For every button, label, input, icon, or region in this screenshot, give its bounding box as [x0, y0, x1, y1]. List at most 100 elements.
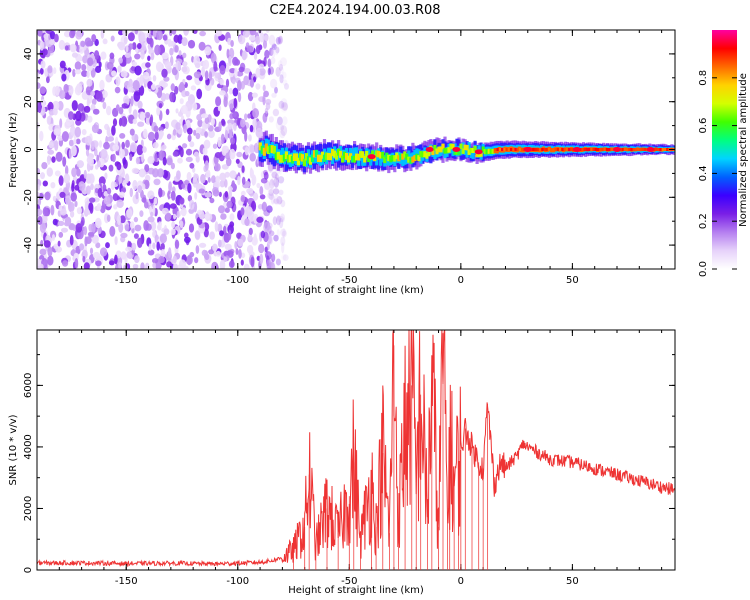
noise-blob [238, 35, 246, 45]
noise-blob [203, 139, 211, 149]
noise-blob [52, 218, 58, 226]
noise-blob [179, 81, 185, 92]
noise-blob [169, 47, 174, 56]
signal-core-cell [661, 148, 665, 151]
noise-blob [219, 259, 226, 269]
noise-blob [123, 264, 127, 269]
noise-blob [68, 201, 75, 213]
noise-blob [46, 167, 53, 177]
noise-blob [141, 197, 147, 203]
noise-blob [89, 203, 94, 214]
noise-blob [84, 236, 88, 247]
noise-blob [64, 30, 71, 38]
signal-band-cell [262, 147, 266, 156]
noise-blob [132, 179, 138, 191]
signal-core-cell [608, 148, 612, 151]
signal-band-cell [469, 148, 473, 158]
noise-blob [74, 258, 79, 269]
noise-blob [70, 125, 76, 136]
noise-blob [179, 197, 185, 205]
noise-blob [42, 48, 48, 56]
noise-blob [198, 188, 205, 194]
noise-blob [149, 38, 154, 48]
colorbar-tick-label: 0.4 [698, 165, 709, 181]
noise-blob [186, 75, 193, 81]
noise-blob [184, 232, 189, 239]
noise-blob [136, 144, 144, 156]
noise-blob [255, 127, 263, 138]
noise-blob [224, 243, 232, 250]
noise-blob [75, 118, 82, 126]
noise-blob [37, 208, 43, 216]
noise-blob [86, 97, 90, 108]
noise-blob [83, 105, 91, 113]
noise-blob [118, 175, 123, 184]
noise-blob [169, 30, 173, 37]
noise-blob [161, 207, 169, 215]
noise-blob [152, 230, 156, 238]
signal-band-cell [337, 148, 341, 156]
noise-blob [229, 170, 237, 179]
noise-blob [94, 148, 98, 157]
signal-band-cell [375, 150, 379, 157]
noise-blob [217, 223, 223, 233]
spectrogram-y-label: Frequency (Hz) [8, 112, 19, 188]
noise-blob [278, 189, 284, 196]
noise-blob [208, 249, 215, 255]
noise-blob [241, 165, 245, 173]
noise-blob [225, 78, 230, 88]
x-tick-label: 50 [566, 576, 579, 587]
noise-blob [107, 187, 112, 195]
noise-blob [185, 156, 193, 163]
signal-core-cell [514, 148, 518, 151]
noise-blob [249, 35, 256, 41]
signal-core-cell [603, 148, 607, 151]
noise-blob [194, 62, 201, 69]
noise-blob [95, 217, 102, 229]
signal-core-cell [585, 148, 589, 151]
noise-blob [275, 36, 281, 45]
noise-blob [244, 113, 248, 121]
noise-blob [227, 122, 233, 130]
noise-blob [164, 121, 169, 130]
noise-blob [86, 78, 93, 87]
noise-blob [240, 190, 246, 197]
signal-band-cell [385, 152, 389, 159]
signal-band-cell [431, 149, 435, 156]
noise-blob [81, 64, 87, 71]
noise-blob [51, 234, 56, 241]
signal-core-cell [599, 148, 603, 151]
signal-core-cell [494, 148, 498, 151]
signal-core-cell [545, 148, 549, 151]
y-tick-label: 6000 [23, 373, 34, 398]
signal-band-cell [415, 153, 419, 160]
noise-blob [244, 218, 250, 227]
noise-blob [180, 207, 187, 217]
noise-blob [106, 126, 111, 137]
noise-blob [118, 57, 123, 64]
signal-band-cell [455, 138, 459, 154]
noise-blob [63, 83, 69, 94]
noise-blob [112, 193, 119, 202]
noise-blob [37, 191, 40, 198]
noise-blob [160, 82, 168, 88]
noise-blob [207, 177, 211, 183]
signal-core-cell [663, 148, 667, 151]
signal-band-cell [481, 147, 485, 161]
signal-core-cell [554, 148, 558, 151]
noise-blob [87, 115, 93, 123]
noise-blob [182, 143, 188, 149]
noise-blob [72, 68, 76, 78]
hotspot [646, 147, 655, 152]
noise-blob [98, 61, 102, 68]
signal-core-cell [550, 148, 554, 151]
noise-blob [139, 111, 146, 122]
noise-blob [86, 70, 90, 78]
noise-blob [87, 57, 94, 67]
noise-blob [172, 151, 179, 157]
noise-blob [137, 237, 143, 248]
noise-blob [230, 40, 234, 47]
noise-blob [76, 83, 83, 93]
noise-blob [147, 216, 155, 223]
noise-blob [237, 238, 244, 247]
